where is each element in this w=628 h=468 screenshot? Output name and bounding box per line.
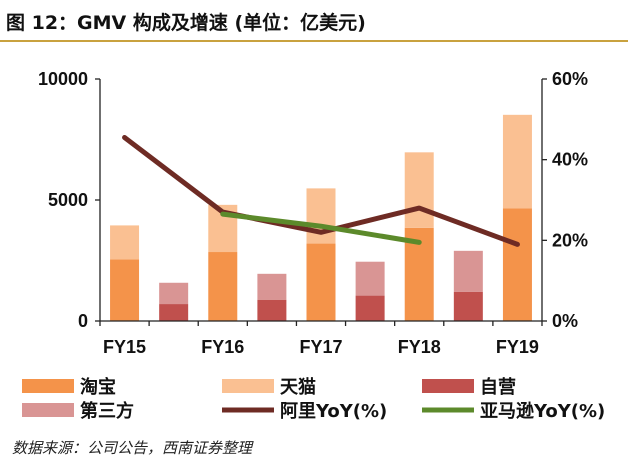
left-tick-label: 10000 (38, 69, 88, 89)
legend-ali-yoy-label: 阿里YoY(%) (280, 401, 387, 422)
right-tick-label: 60% (552, 69, 588, 89)
bars-layer (110, 114, 532, 321)
lines-layer (122, 134, 520, 247)
bar-series0-cat4 (306, 243, 336, 321)
legend-amazon-yoy-label: 亚马逊YoY(%) (480, 401, 605, 422)
x-category-label: FY18 (398, 337, 441, 357)
source-note: 数据来源：公司公告，西南证券整理 (12, 439, 253, 457)
line-ali-yoy (122, 134, 520, 247)
chart-title: 图 12：GMV 构成及增速 (单位：亿美元) (6, 12, 366, 34)
x-category-label: FY17 (299, 337, 342, 357)
bar-series1-cat8 (502, 114, 532, 209)
axes-layer: 0 5000 10000 0% 20% 40% 60% FY15 FY16 FY17 FY18 FY1… (38, 69, 588, 357)
x-category-label: FY19 (496, 337, 539, 357)
legend-third-party-label: 第三方 (80, 400, 134, 422)
legend-self-operated: 自营 (422, 376, 516, 398)
bar-series3-cat5 (355, 261, 385, 296)
legend-self-operated-label: 自营 (480, 376, 516, 398)
bar-series2-cat7 (453, 291, 483, 321)
legend-third-party-swatch (22, 403, 74, 417)
bar-series0-cat8 (502, 208, 532, 321)
line-amazon-yoy (220, 211, 422, 245)
legend-taobao-label: 淘宝 (80, 376, 116, 398)
chart-canvas: 0 5000 10000 0% 20% 40% 60% FY15 FY16 FY17 FY18 FY1… (22, 69, 605, 422)
bar-series3-cat7 (453, 250, 483, 292)
right-tick-label: 0% (552, 311, 578, 331)
bar-series1-cat0 (110, 225, 140, 260)
x-category-label: FY16 (201, 337, 244, 357)
legend-taobao: 淘宝 (22, 376, 116, 398)
legend-ali-yoy: 阿里YoY(%) (222, 401, 387, 422)
bar-series3-cat1 (159, 282, 189, 305)
legend-tmall: 天猫 (222, 376, 316, 398)
legend-amazon-yoy: 亚马逊YoY(%) (422, 401, 605, 422)
title-rule (0, 40, 628, 42)
bar-series0-cat2 (208, 252, 238, 321)
bar-series2-cat3 (257, 299, 287, 321)
bar-series2-cat5 (355, 295, 385, 321)
bar-series3-cat3 (257, 273, 287, 300)
x-category-label: FY15 (103, 337, 146, 357)
legend-third-party: 第三方 (22, 400, 134, 422)
legend-tmall-label: 天猫 (280, 376, 316, 398)
right-tick-label: 40% (552, 150, 588, 170)
bar-series1-cat6 (404, 152, 434, 228)
left-tick-label: 0 (78, 311, 88, 331)
legend-taobao-swatch (22, 379, 74, 393)
bar-series2-cat1 (159, 304, 189, 321)
legend-self-operated-swatch (422, 379, 474, 393)
left-tick-label: 5000 (48, 190, 88, 210)
bar-series0-cat0 (110, 259, 140, 321)
legend-tmall-swatch (222, 379, 274, 393)
bar-series1-cat4 (306, 188, 336, 244)
right-tick-label: 20% (552, 230, 588, 250)
